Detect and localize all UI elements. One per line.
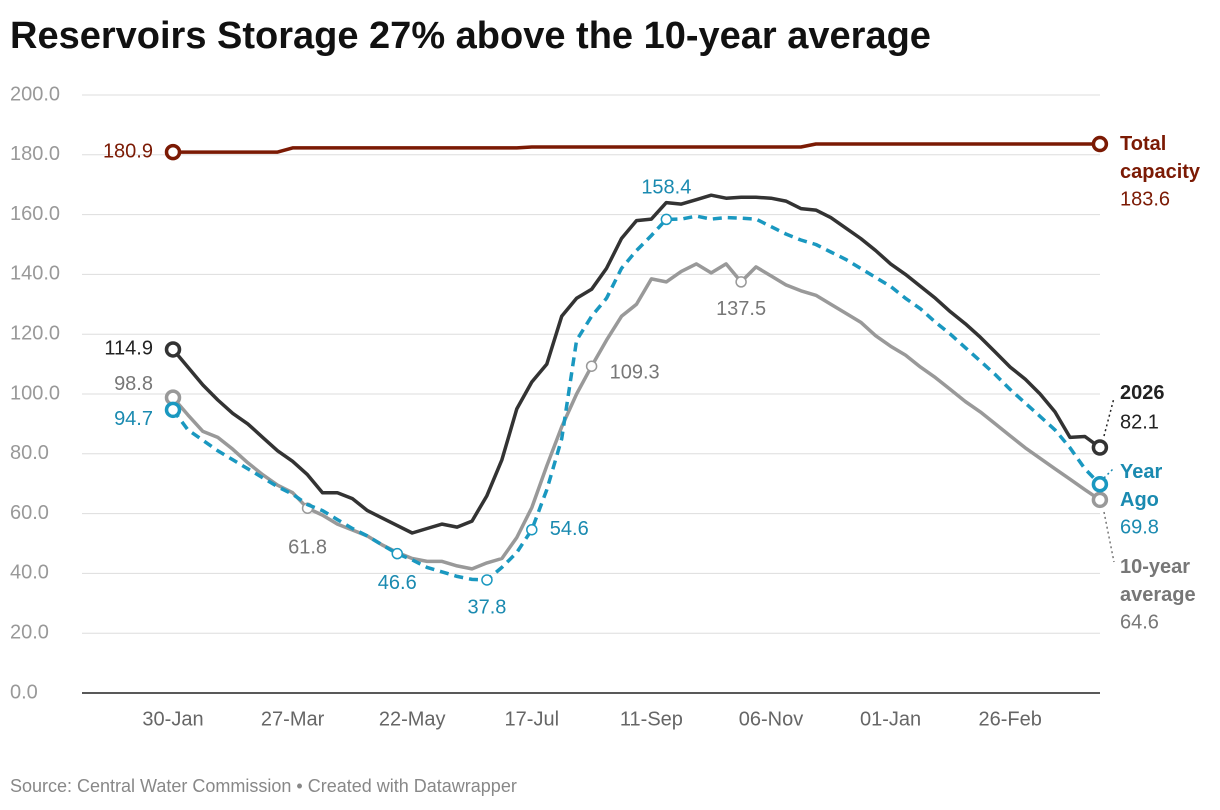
- point-marker: [660, 213, 673, 226]
- data-label: 114.9: [104, 338, 153, 360]
- data-label: 94.7: [114, 408, 153, 430]
- data-label: 46.6: [378, 572, 417, 594]
- series-name: Total capacity: [1120, 133, 1201, 183]
- series-name: Year Ago: [1120, 461, 1163, 511]
- series-line: [171, 193, 1101, 535]
- end-marker: [1091, 476, 1109, 493]
- source-note: Source: Central Water Commission • Creat…: [10, 776, 517, 796]
- series-line: [171, 262, 1101, 571]
- end-marker: [164, 401, 182, 419]
- series-name: 10-year average: [1120, 556, 1196, 606]
- data-label: 158.4: [641, 177, 691, 199]
- y-tick-label: 40.0: [10, 562, 49, 584]
- data-label: 180.9: [103, 140, 153, 162]
- x-tick-label: 01-Jan: [860, 708, 921, 730]
- y-tick-label: 0.0: [10, 681, 38, 703]
- data-label: 54.6: [550, 518, 589, 540]
- point-marker: [526, 523, 538, 536]
- y-tick-label: 200.0: [10, 83, 60, 105]
- x-tick-label: 17-Jul: [505, 708, 559, 730]
- x-tick-label: 06-Nov: [739, 708, 803, 730]
- end-marker: [1091, 439, 1109, 456]
- data-label: 61.8: [288, 536, 327, 558]
- data-label: 137.5: [716, 298, 766, 320]
- y-tick-label: 140.0: [10, 263, 60, 285]
- end-value-label: 82.1: [1120, 411, 1159, 433]
- x-tick-label: 27-Mar: [261, 708, 325, 730]
- point-marker: [481, 574, 493, 586]
- x-tick-label: 26-Feb: [979, 708, 1042, 730]
- y-tick-label: 20.0: [10, 621, 49, 643]
- end-value-label: 64.6: [1120, 611, 1159, 633]
- y-tick-label: 100.0: [10, 382, 60, 404]
- y-tick-label: 60.0: [10, 502, 49, 524]
- end-value-label: 69.8: [1120, 516, 1159, 538]
- end-marker: [164, 143, 182, 161]
- x-tick-label: 30-Jan: [142, 708, 203, 730]
- leader-line: [1103, 511, 1115, 563]
- end-marker: [1091, 491, 1109, 509]
- series-line: [173, 142, 1100, 154]
- y-tick-label: 180.0: [10, 143, 60, 165]
- leader-line: [1103, 467, 1115, 479]
- leader-line: [1103, 397, 1115, 437]
- series-line: [171, 214, 1102, 582]
- point-marker: [391, 547, 403, 560]
- end-marker: [1091, 135, 1109, 153]
- point-marker: [735, 276, 747, 288]
- x-tick-label: 22-May: [379, 708, 446, 730]
- series-name: 2026: [1120, 382, 1165, 404]
- x-tick-label: 11-Sep: [620, 708, 683, 730]
- point-marker: [585, 360, 598, 372]
- y-tick-label: 120.0: [10, 322, 60, 344]
- y-tick-label: 160.0: [10, 203, 60, 225]
- data-label: 37.8: [467, 596, 506, 618]
- data-label: 109.3: [610, 361, 660, 383]
- chart-title: Reservoirs Storage 27% above the 10-year…: [10, 15, 931, 57]
- end-value-label: 183.6: [1120, 188, 1170, 210]
- y-tick-label: 80.0: [10, 442, 49, 464]
- end-marker: [164, 341, 182, 358]
- data-label: 98.8: [114, 373, 153, 395]
